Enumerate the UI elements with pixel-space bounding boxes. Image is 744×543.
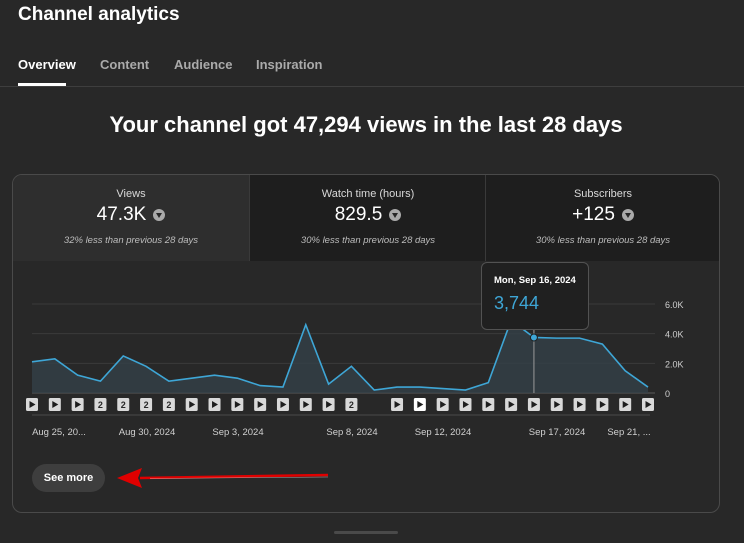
play-icon: [531, 401, 538, 408]
tab-overview[interactable]: Overview: [18, 57, 76, 72]
play-icon: [75, 401, 82, 408]
play-icon: [234, 401, 241, 408]
annotation-arrow-shaft: [139, 473, 329, 480]
page-title: Channel analytics: [18, 4, 180, 25]
active-tab-indicator: [18, 83, 66, 86]
metric-subscribers[interactable]: Subscribers +125 30% less than previous …: [485, 175, 719, 261]
play-icon: [189, 401, 196, 408]
play-icon: [29, 401, 36, 408]
play-icon: [280, 401, 287, 408]
play-icon: [326, 401, 333, 408]
play-icon: [394, 401, 401, 408]
summary-headline: Your channel got 47,294 views in the las…: [109, 112, 623, 137]
play-icon: [52, 401, 59, 408]
x-tick-label: Aug 25, 20...: [32, 427, 86, 438]
play-icon: [554, 401, 561, 408]
tab-inspiration[interactable]: Inspiration: [256, 57, 323, 72]
x-tick-label: Sep 8, 2024: [326, 427, 377, 438]
x-tick-label: Sep 21, ...: [607, 427, 650, 438]
annotation-arrow-highlight: [149, 476, 329, 479]
series-area: [32, 320, 648, 393]
play-icon: [257, 401, 264, 408]
upload-count-label: 2: [144, 400, 149, 410]
chart-tooltip: Mon, Sep 16, 2024 3,744: [481, 262, 589, 330]
x-tick-label: Sep 12, 2024: [415, 427, 472, 438]
upload-count-label: 2: [166, 400, 171, 410]
metric-value: 47.3K: [96, 204, 147, 225]
y-tick-label: 2.0K: [665, 359, 684, 369]
play-icon: [440, 401, 447, 408]
down-arrow-icon: [153, 209, 166, 221]
metric-views[interactable]: Views 47.3K 32% less than previous 28 da…: [13, 175, 249, 261]
play-icon: [462, 401, 469, 408]
y-tick-label: 6.0K: [665, 300, 684, 310]
play-icon: [212, 401, 219, 408]
tab-audience[interactable]: Audience: [174, 57, 233, 72]
play-icon: [485, 401, 492, 408]
metric-value-row: +125: [486, 204, 719, 226]
metric-value-row: 47.3K: [13, 204, 249, 226]
x-tick-label: Aug 30, 2024: [119, 427, 176, 438]
down-arrow-icon: [389, 209, 402, 221]
metric-comparison: 32% less than previous 28 days: [63, 235, 199, 246]
highlight-point: [529, 333, 538, 342]
upload-count-label: 2: [98, 400, 103, 410]
metric-comparison: 30% less than previous 28 days: [535, 235, 671, 246]
tab-bar: Overview Content Audience Inspiration: [0, 50, 744, 87]
upload-count-marker: [345, 398, 358, 411]
down-arrow-icon: [621, 209, 634, 221]
play-icon: [577, 401, 584, 408]
tooltip-value: 3,744: [494, 293, 540, 313]
x-tick-label: Sep 17, 2024: [529, 427, 586, 438]
tooltip-date: Mon, Sep 16, 2024: [494, 275, 576, 286]
play-icon: [303, 401, 310, 408]
scroll-indicator: [334, 531, 398, 534]
upload-count-marker: [117, 398, 130, 411]
tab-content[interactable]: Content: [100, 57, 150, 72]
metric-value-row: 829.5: [250, 204, 486, 226]
x-tick-label: Sep 3, 2024: [212, 427, 263, 438]
metric-value: 829.5: [334, 204, 383, 225]
metric-label: Watch time (hours): [321, 188, 415, 200]
play-icon: [599, 401, 606, 408]
play-icon: [508, 401, 515, 408]
annotation-arrow-head: [117, 468, 142, 488]
metric-label: Subscribers: [573, 188, 633, 200]
upload-count-marker: [162, 398, 175, 411]
see-more-button[interactable]: See more: [32, 464, 105, 492]
y-tick-label: 4.0K: [665, 330, 684, 340]
upload-count-marker: [94, 398, 107, 411]
play-icon: [622, 401, 629, 408]
upload-count-label: 2: [349, 400, 354, 410]
metric-value: +125: [572, 204, 615, 225]
series-line: [31, 319, 649, 391]
play-icon: [645, 401, 652, 408]
play-icon: [417, 401, 424, 408]
upload-count-label: 2: [121, 400, 126, 410]
y-tick-label: 0: [665, 389, 670, 399]
metric-watch-time[interactable]: Watch time (hours) 829.5 30% less than p…: [249, 175, 486, 261]
upload-count-marker: [140, 398, 153, 411]
metric-label: Views: [116, 188, 146, 200]
metric-comparison: 30% less than previous 28 days: [300, 235, 436, 246]
